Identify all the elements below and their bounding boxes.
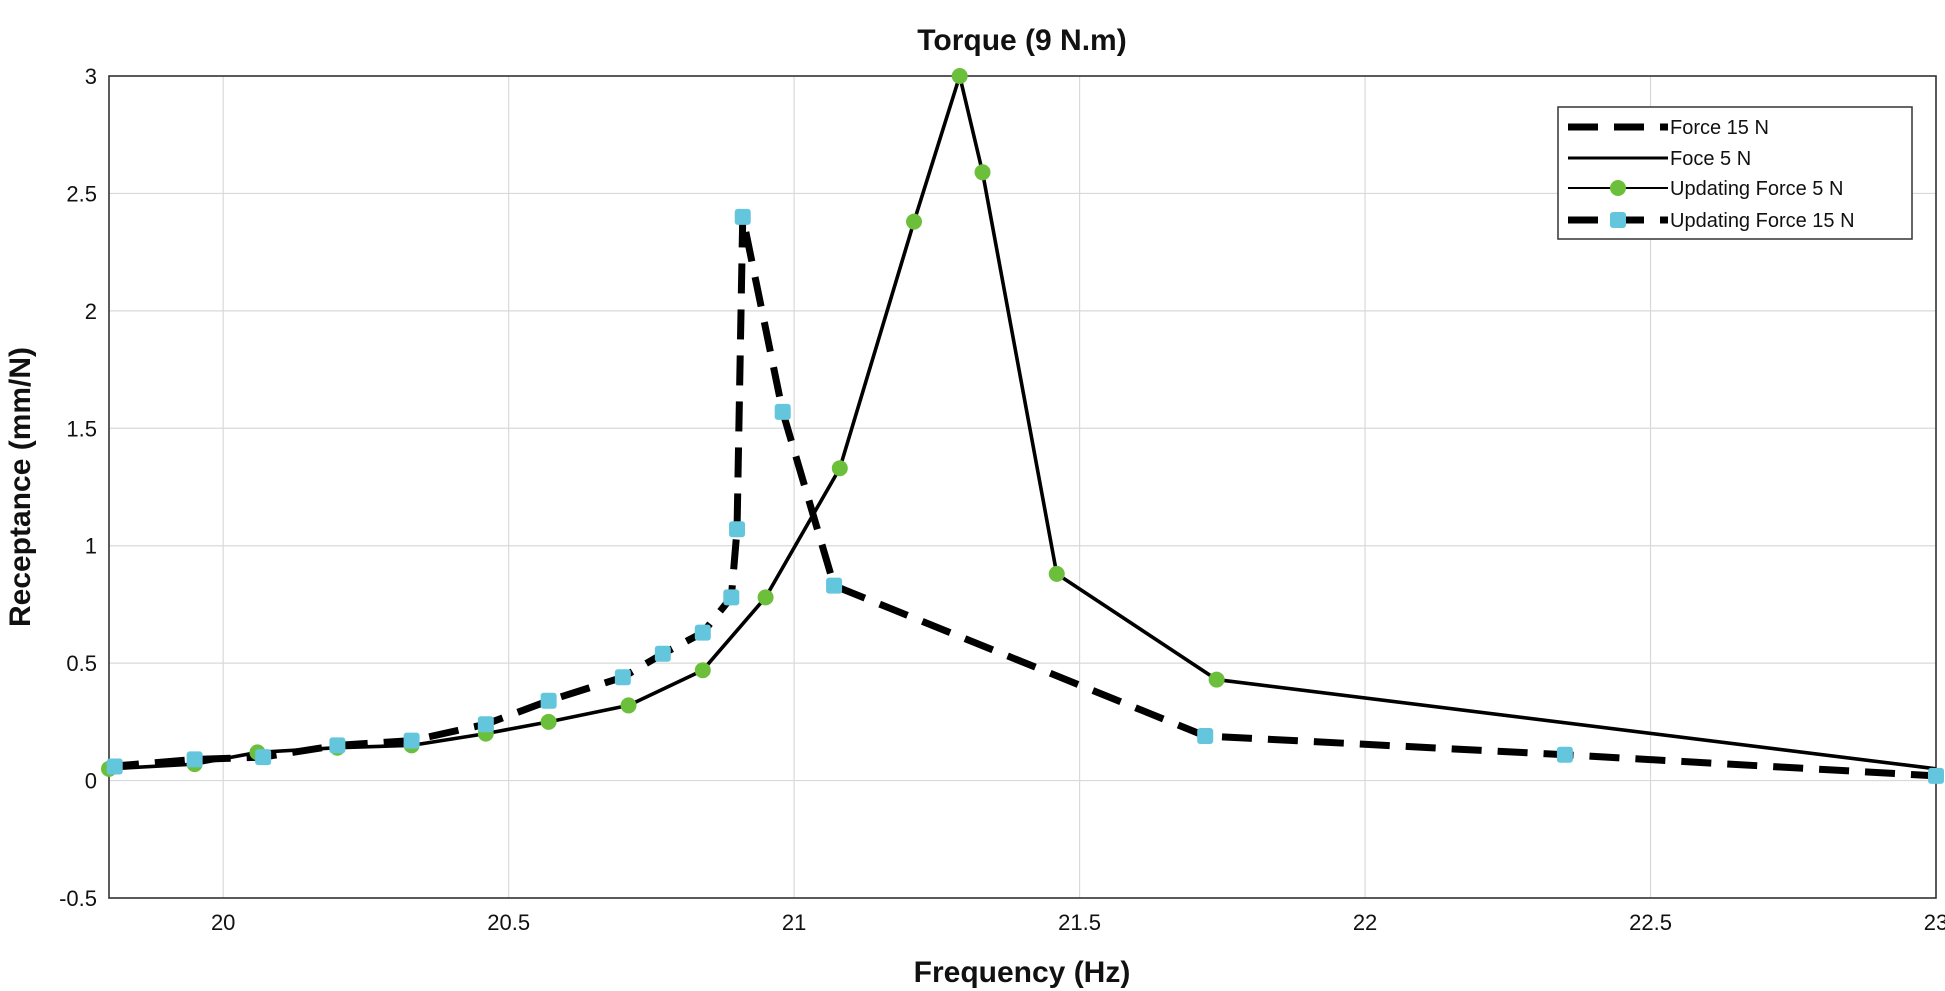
data-point: [255, 749, 272, 766]
data-point: [757, 589, 774, 606]
legend-label: Updating Force 5 N: [1670, 178, 1843, 200]
data-point: [1048, 565, 1065, 582]
data-point: [329, 737, 346, 754]
y-tick-label: 1: [85, 534, 97, 559]
data-point: [1197, 727, 1214, 744]
data-point: [774, 403, 791, 420]
y-tick-label: 0.5: [66, 651, 97, 676]
data-point: [1928, 767, 1944, 784]
y-tick-label: 3: [85, 64, 97, 89]
data-point: [729, 521, 746, 538]
x-tick-label: 20.5: [487, 910, 530, 935]
y-axis-label: Receptance (mm/N): [4, 347, 37, 627]
data-point: [540, 713, 557, 730]
series-updating-force-5-n: [101, 68, 1225, 777]
data-point: [1208, 671, 1225, 688]
series-updating-force-15-n: [106, 208, 1944, 784]
data-point: [1556, 746, 1573, 763]
y-tick-label: 2: [85, 299, 97, 324]
data-point: [734, 208, 751, 225]
data-point: [540, 692, 557, 709]
series-force-15-n: [108, 213, 1937, 780]
x-axis-label: Frequency (Hz): [914, 956, 1131, 989]
data-point: [826, 577, 843, 594]
y-tick-label: 2.5: [66, 181, 97, 206]
legend-label: Foce 5 N: [1670, 148, 1751, 170]
x-tick-label: 21.5: [1058, 910, 1101, 935]
data-point: [951, 68, 968, 84]
chart-title: Torque (9 N.m): [917, 24, 1126, 57]
data-point: [906, 213, 923, 230]
data-point: [694, 662, 711, 679]
legend: Force 15 N Foce 5 N Updating Force 5 N Upda…: [1557, 106, 1913, 240]
data-point: [477, 716, 494, 733]
x-tick-label: 23: [1924, 910, 1945, 935]
tick-labels: 20 20.5 21 21.5 22 22.5 23-0.500.511.522.53: [59, 64, 1945, 935]
legend-label: Force 15 N: [1670, 117, 1769, 139]
data-point: [831, 460, 848, 477]
data-point: [723, 589, 740, 606]
x-tick-label: 20: [211, 910, 235, 935]
series-line: [108, 213, 1937, 780]
series-layer: [101, 68, 1944, 784]
y-tick-label: -0.5: [59, 886, 97, 911]
legend-marker: [1610, 212, 1626, 228]
legend-marker: [1610, 180, 1626, 196]
data-point: [106, 758, 123, 775]
data-point: [614, 669, 631, 686]
data-point: [620, 697, 637, 714]
data-point: [694, 624, 711, 641]
data-point: [403, 732, 420, 749]
x-tick-label: 21: [782, 910, 806, 935]
x-tick-label: 22: [1353, 910, 1377, 935]
data-point: [974, 164, 991, 181]
y-tick-label: 1.5: [66, 416, 97, 441]
y-tick-label: 0: [85, 769, 97, 794]
data-point: [186, 751, 203, 768]
x-tick-label: 22.5: [1629, 910, 1672, 935]
data-point: [654, 645, 671, 662]
legend-label: Updating Force 15 N: [1670, 210, 1855, 232]
plot-area: [108, 75, 1937, 899]
